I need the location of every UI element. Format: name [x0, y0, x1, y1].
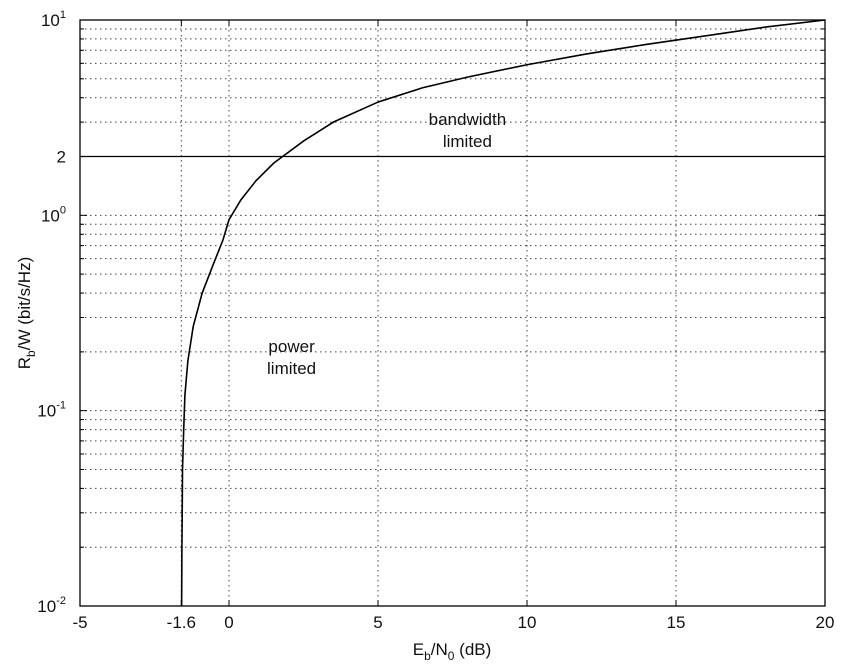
y-tick-label: 10-1	[37, 400, 66, 421]
x-tick-label: -1.6	[167, 613, 196, 632]
y-tick-exponent: 1	[60, 9, 66, 21]
x-tick-label: 20	[816, 613, 835, 632]
y-tick-exponent: -2	[56, 595, 66, 607]
series-line	[180, 19, 826, 607]
y-tick-exponent: 0	[60, 204, 66, 216]
x-tick-label: 10	[518, 613, 537, 632]
plot-background	[80, 20, 825, 606]
annotation-text: power	[268, 337, 315, 356]
y-tick-base: 10	[37, 402, 56, 421]
plot-frame	[79, 19, 826, 607]
x-axis-label: Eb/N0 (dB)	[413, 640, 492, 663]
y-tick-label: 101	[41, 9, 66, 30]
annotations: bandwidth limited power limited	[267, 110, 506, 378]
x-tick-labels: -5 -1.6 0 5 10 15 20	[72, 613, 834, 632]
annotation-text: bandwidth	[429, 110, 507, 129]
x-tick-label: 5	[373, 613, 382, 632]
y-tick-exponent: -1	[56, 400, 66, 412]
x-tick-label: -5	[72, 613, 87, 632]
y-tick-base: 10	[41, 206, 60, 225]
tick-marks	[79, 20, 826, 607]
y-tick-base: 2	[57, 148, 66, 167]
y-tick-label: 2	[57, 148, 66, 167]
annotation-text: limited	[443, 132, 492, 151]
annotation-text: limited	[267, 359, 316, 378]
y-tick-base: 10	[41, 11, 60, 30]
y-tick-label: 100	[41, 204, 66, 225]
x-tick-label: 0	[224, 613, 233, 632]
y-tick-base: 10	[37, 597, 56, 616]
x-tick-label: 15	[667, 613, 686, 632]
y-axis-label: Rb/W (bit/s/Hz)	[15, 257, 38, 369]
y-tick-label: 10-2	[37, 595, 66, 616]
